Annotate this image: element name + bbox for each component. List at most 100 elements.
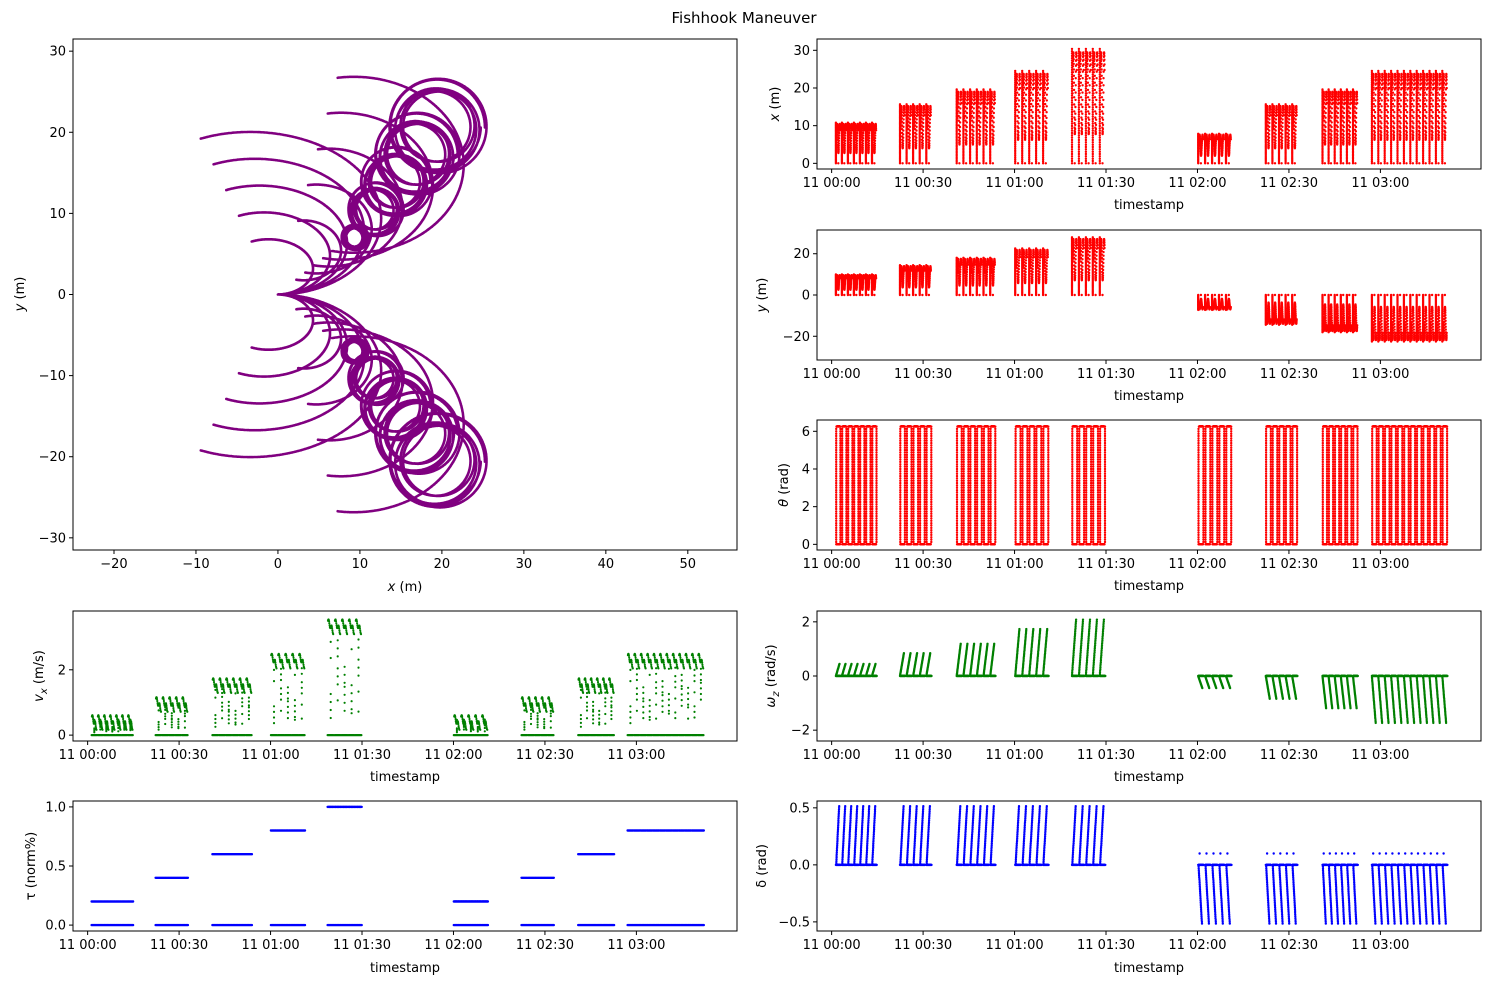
x-tick-label: 11 00:30 [150,748,208,763]
y-position-points [834,236,1448,343]
x-tick-label: 11 03:00 [1351,557,1409,572]
x-tick-label: 11 02:30 [1260,748,1318,763]
x-tick-label: 11 02:00 [1168,557,1226,572]
x-tick-label: 11 01:30 [1077,557,1135,572]
x-tick-label: −10 [182,557,209,572]
x-tick-label: 11 01:00 [985,557,1043,572]
x-tick-label: 11 00:00 [59,938,117,953]
y-tick-label: 0 [802,157,810,172]
theta-series-points-path [835,425,1449,546]
y-tick-label: 1.0 [45,800,66,815]
x-tick-label: 11 00:00 [803,938,861,953]
theta-plot: 11 00:00 11 00:30 11 01:00 11 01:30 11 02:00… [777,419,1482,594]
omega-plot: 11 00:00 11 00:30 11 01:00 11 01:30 11 02:00… [764,610,1482,785]
tau-ylabel: τ (norm%) [24,832,39,900]
x-tick-label: 11 02:00 [424,938,482,953]
figure-title: Fishhook Maneuver [672,9,818,27]
x-tick-label: 11 01:00 [241,938,299,953]
x-position-points [834,47,1448,165]
x-tick-label: 11 03:00 [1351,367,1409,382]
x-tick-label: 11 02:30 [1260,367,1318,382]
vx-ylabel: vx (m/s) [32,650,50,702]
delta-series-points-path [834,805,1449,925]
x-tick-label: 11 03:00 [607,938,665,953]
x-tick-label: 11 00:30 [894,938,952,953]
y-tick-label: 0 [58,729,66,744]
vx-plot: 11 00:00 11 00:30 11 01:00 11 01:30 11 02:00… [32,610,738,785]
vx-series-points-path [90,618,705,737]
x-tick-label: 11 02:30 [1260,557,1318,572]
x-tick-label: 11 02:30 [516,748,574,763]
tau-plot: 11 00:00 11 00:30 11 01:00 11 01:30 11 02:00… [24,800,738,976]
x-tick-label: 11 03:00 [1351,748,1409,763]
x-tick-label: 11 02:00 [424,748,482,763]
x-position-xlabel: timestamp [1114,198,1184,213]
y-tick-label: 10 [793,119,810,134]
x-tick-label: 11 01:30 [1077,938,1135,953]
x-position-ylabel: x (m) [768,87,783,123]
y-series-points-path [834,236,1448,343]
y-tick-label: 30 [49,45,66,60]
y-tick-label: −2 [791,724,810,739]
theta-xlabel: timestamp [1114,579,1184,594]
x-tick-label: 11 01:30 [333,938,391,953]
x-tick-label: 11 01:00 [241,748,299,763]
x-tick-label: 11 01:00 [985,938,1043,953]
x-tick-label: 11 03:00 [1351,176,1409,191]
x-tick-label: 11 00:00 [803,176,861,191]
x-tick-label: 11 02:00 [1168,367,1226,382]
y-tick-label: 0.5 [45,860,66,875]
x-tick-label: 11 03:00 [607,748,665,763]
omega-xlabel: timestamp [1114,770,1184,785]
vx-points [90,618,705,737]
x-position-frame [816,38,1482,170]
y-tick-label: 0.5 [789,801,810,816]
x-tick-label: 11 02:00 [1168,176,1226,191]
trajectory-points [199,75,488,514]
y-tick-label: 30 [793,44,810,59]
x-tick-label: 11 01:30 [1077,367,1135,382]
y-tick-label: 0.0 [45,919,66,934]
y-tick-label: 0.0 [789,858,810,873]
x-tick-label: 11 01:30 [333,748,391,763]
y-tick-label: −0.5 [778,915,810,930]
x-tick-label: 11 02:30 [1260,176,1318,191]
y-position-xlabel: timestamp [1114,389,1184,404]
x-tick-label: 11 03:00 [1351,938,1409,953]
trajectory-point-cloud [199,75,488,514]
y-tick-label: 0 [802,538,810,553]
trajectory-x-label: x (m) [387,580,423,595]
delta-xlabel: timestamp [1114,961,1184,976]
y-tick-label: −20 [39,450,66,465]
tau-frame [72,800,738,932]
x-tick-label: 11 01:30 [1077,748,1135,763]
tau-series-points-path [90,805,706,927]
y-position-ylabel: y (m) [755,278,770,314]
x-tick-label: 11 01:00 [985,367,1043,382]
y-position-plot: 11 00:00 11 00:30 11 01:00 11 01:30 11 02:00… [755,229,1482,404]
y-tick-label: 4 [802,462,810,477]
y-tick-label: 6 [802,425,810,440]
x-tick-label: 11 02:00 [1168,938,1226,953]
tau-points [90,805,706,927]
x-position-plot: 11 00:00 11 00:30 11 01:00 11 01:30 11 02:00… [768,38,1482,213]
tau-xlabel: timestamp [370,961,440,976]
y-tick-label: 0 [58,288,66,303]
x-tick-label: −20 [100,557,127,572]
y-tick-label: 20 [49,126,66,141]
delta-frame [816,800,1482,932]
x-tick-label: 11 00:00 [803,557,861,572]
x-tick-label: 11 02:00 [1168,748,1226,763]
x-tick-label: 11 01:30 [1077,176,1135,191]
y-tick-label: 0 [802,289,810,304]
theta-points [835,425,1449,546]
y-tick-label: 10 [49,207,66,222]
y-tick-label: 2 [802,500,810,515]
y-tick-label: 0 [802,670,810,685]
delta-plot: 11 00:00 11 00:30 11 01:00 11 01:30 11 02:00… [755,800,1482,976]
omega-ylabel: ωz (rad/s) [764,644,782,707]
theta-frame [816,419,1482,551]
y-tick-label: −20 [783,330,810,345]
